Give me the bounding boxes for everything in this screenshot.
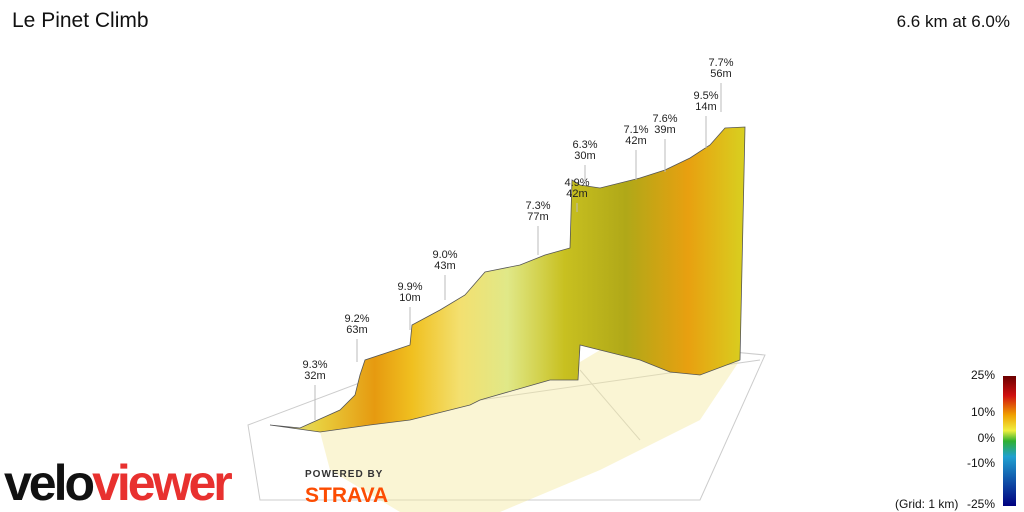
title: Le Pinet Climb	[12, 9, 149, 32]
strava-logo: STRAVA	[305, 484, 388, 507]
annotation-grade: 9.2%	[344, 313, 369, 325]
legend-colorbar	[1003, 376, 1016, 506]
annotation-length: 42m	[625, 135, 646, 147]
annotation-grade: 9.0%	[432, 249, 457, 261]
annotation-grade: 9.3%	[302, 359, 327, 371]
annotation-grade: 7.3%	[525, 200, 550, 212]
annotation-length: 43m	[434, 260, 455, 272]
powered-by: POWERED BY	[305, 469, 383, 480]
annotation-grade: 7.7%	[708, 57, 733, 69]
annotation-grade: 7.6%	[652, 113, 677, 125]
annotation-length: 63m	[346, 324, 367, 336]
annotation-length: 77m	[527, 211, 548, 223]
legend-tick-label: -10%	[967, 456, 995, 470]
reflection	[320, 350, 740, 512]
annotation-grade: 7.1%	[623, 124, 648, 136]
annotation-length: 32m	[304, 370, 325, 382]
legend-tick-label: 0%	[978, 431, 996, 445]
grid-label: (Grid: 1 km)	[895, 497, 958, 511]
annotation-grade: 6.3%	[572, 139, 597, 151]
logo-velo: velo	[4, 455, 94, 511]
annotation-length: 42m	[566, 188, 587, 200]
annotation-length: 10m	[399, 292, 420, 304]
annotation-length: 39m	[654, 124, 675, 136]
legend-tick-label: -25%	[967, 497, 995, 511]
annotation-grade: 4.9%	[564, 177, 589, 189]
annotation-grade: 9.9%	[397, 281, 422, 293]
annotation-length: 56m	[710, 68, 731, 80]
legend-tick-label: 25%	[971, 368, 995, 382]
annotation-length: 14m	[695, 101, 716, 113]
veloviewer-logo: veloviewer	[4, 455, 232, 511]
logo-viewer: viewer	[92, 455, 232, 511]
summary: 6.6 km at 6.0%	[897, 12, 1010, 31]
annotation-length: 30m	[574, 150, 595, 162]
legend-tick-label: 10%	[971, 405, 995, 419]
annotation-grade: 9.5%	[693, 90, 718, 102]
